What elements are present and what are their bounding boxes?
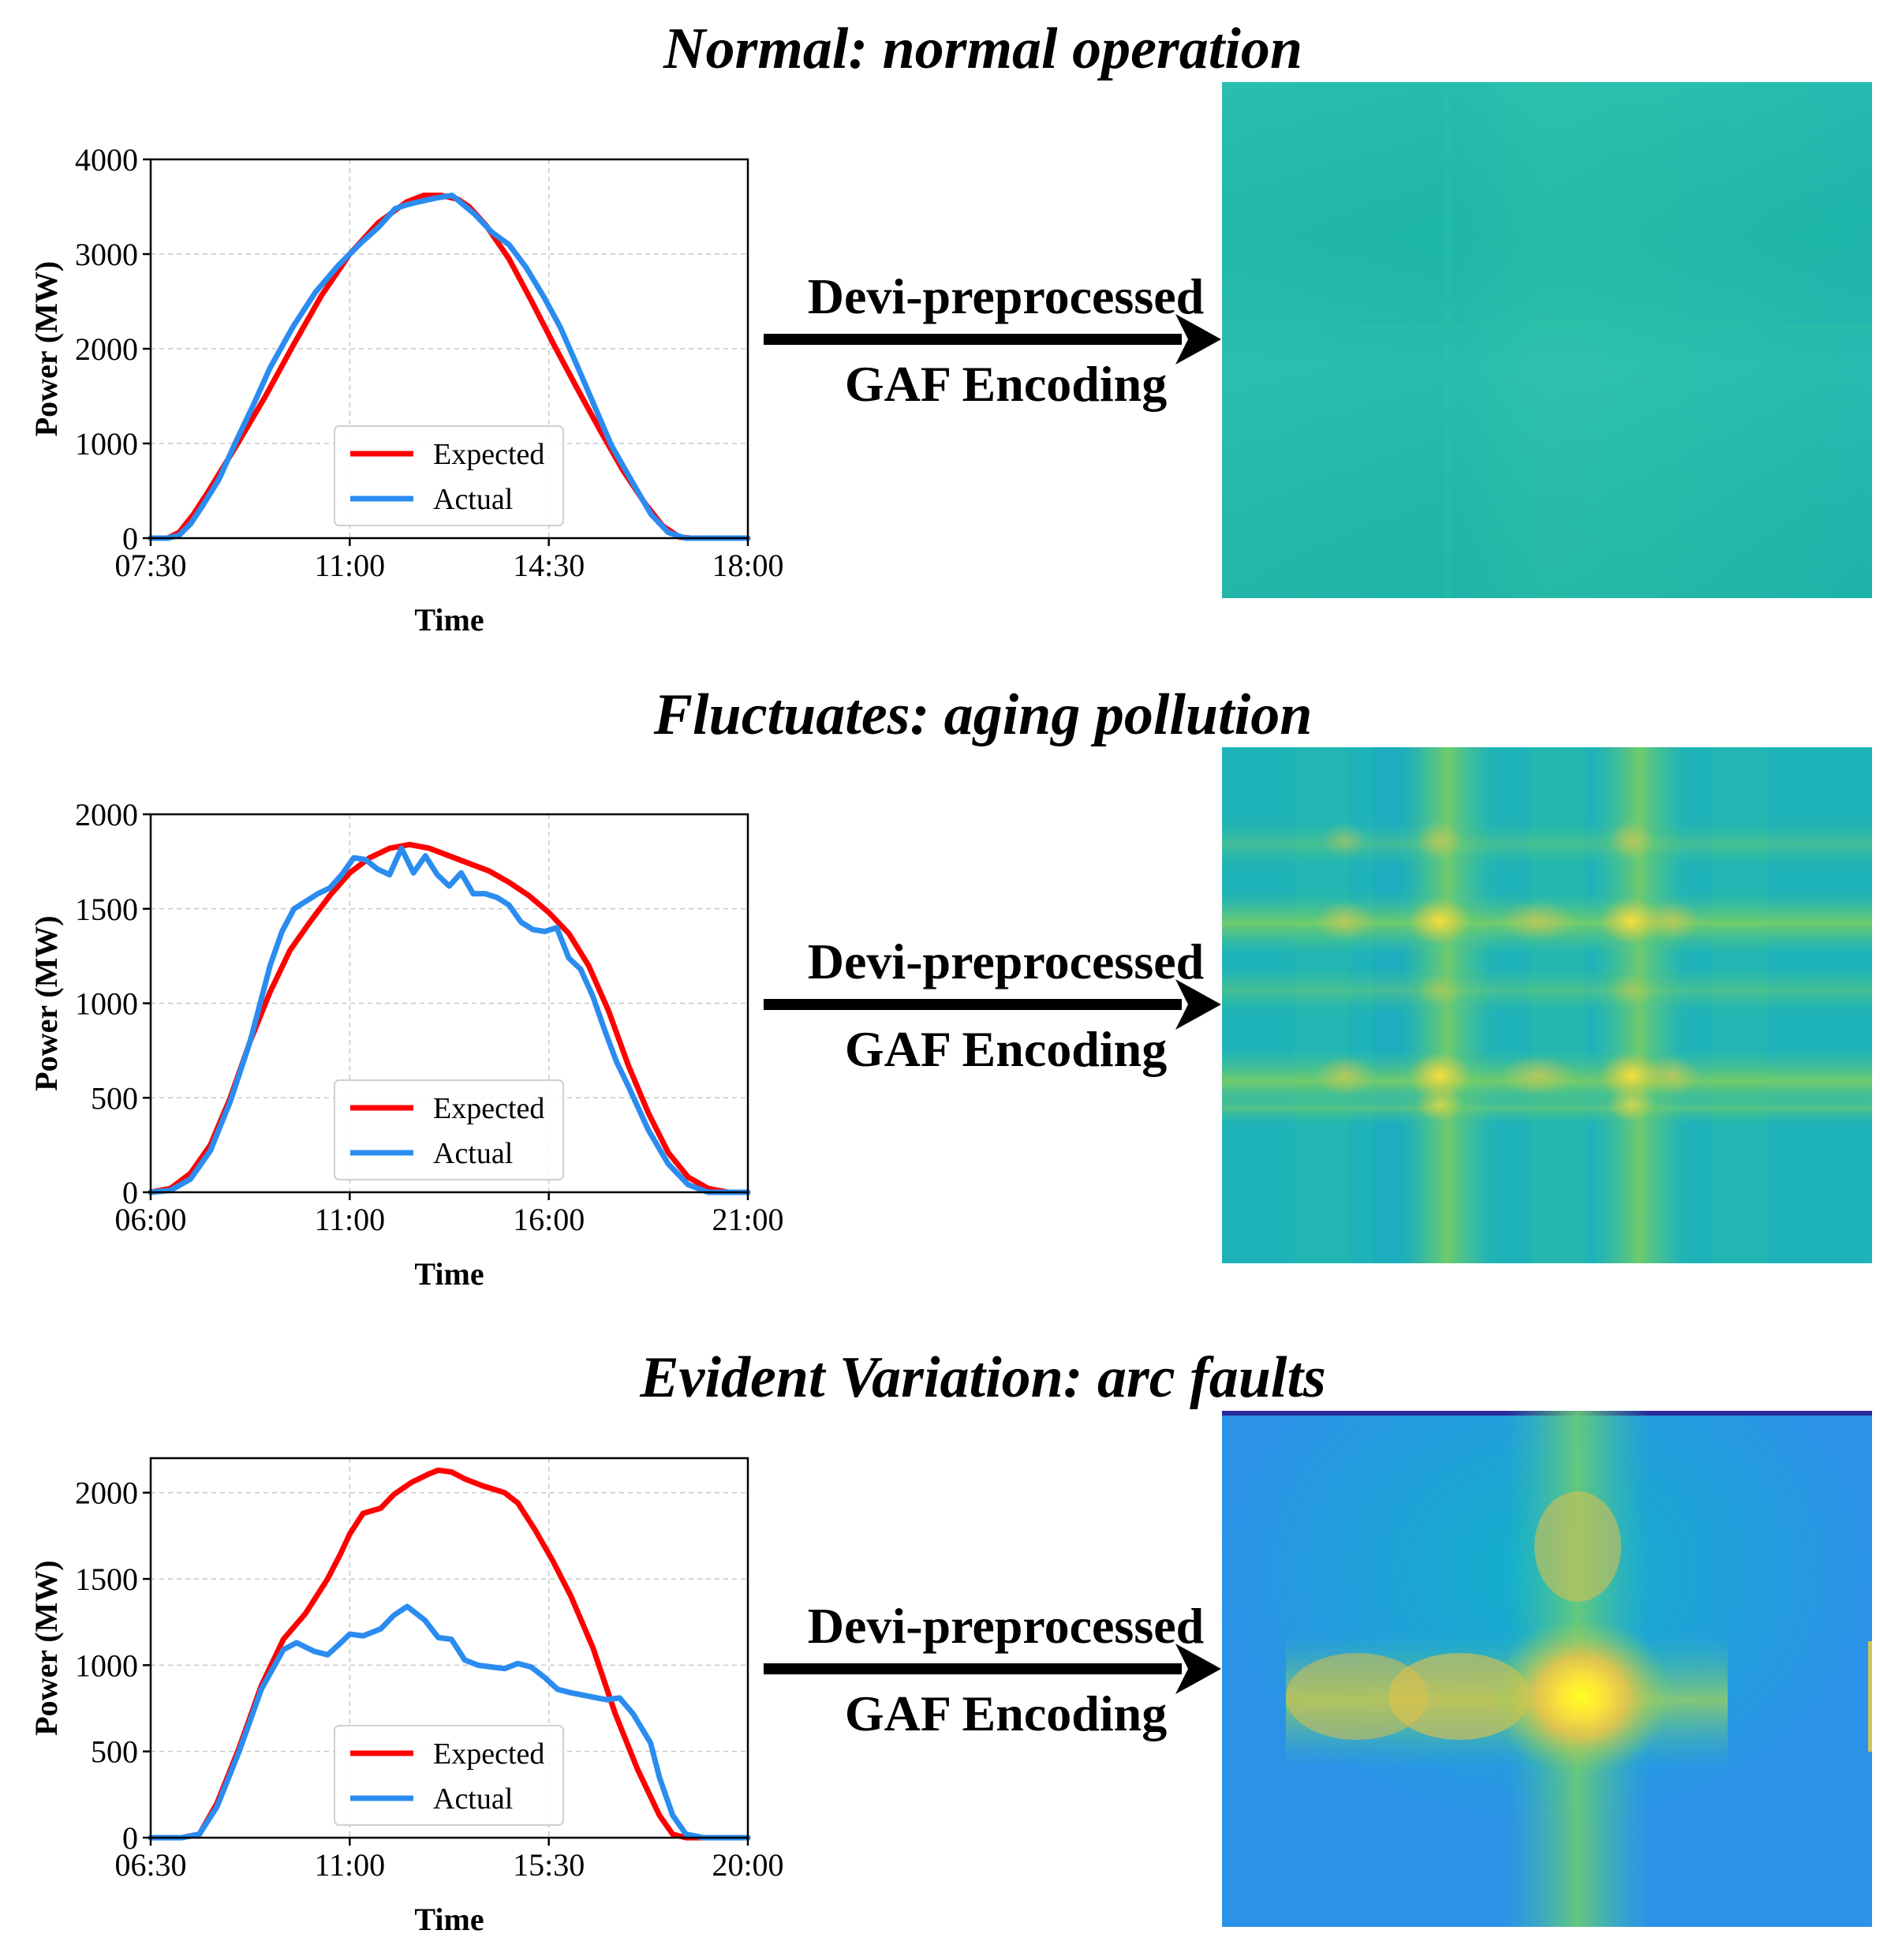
x-tick-label: 11:00 — [315, 548, 386, 583]
y-tick-label: 1500 — [75, 1562, 138, 1597]
y-tick-label: 0 — [122, 521, 138, 556]
y-tick-label: 500 — [91, 1080, 138, 1116]
y-axis-label: Power (MW) — [28, 1560, 64, 1736]
arrow-evident-variation: Devi-preprocessed GAF Encoding — [764, 1598, 1221, 1741]
arrow-label-line1: Devi-preprocessed — [808, 1598, 1204, 1654]
arrow-label-line2: GAF Encoding — [845, 1021, 1167, 1077]
x-tick-label: 21:00 — [712, 1202, 783, 1237]
legend: Expected Actual — [334, 1079, 564, 1180]
x-tick-label: 06:00 — [114, 1202, 186, 1237]
x-tick-label: 07:30 — [114, 548, 186, 583]
y-tick-label: 1000 — [75, 1648, 138, 1683]
x-tick-label: 06:30 — [114, 1847, 186, 1883]
y-tick-label: 2000 — [75, 797, 138, 832]
legend-label-actual: Actual — [433, 1782, 513, 1816]
y-tick-label: 1000 — [75, 986, 138, 1022]
y-tick-label: 0 — [122, 1175, 138, 1210]
x-axis-label: Time — [414, 602, 484, 638]
chart-title-fluctuates: Fluctuates: aging pollution — [653, 683, 1313, 747]
series-line-expected — [148, 1467, 751, 1841]
y-tick-label: 4000 — [75, 142, 138, 178]
y-tick-label: 1000 — [75, 426, 138, 462]
x-tick-label: 20:00 — [712, 1847, 783, 1883]
chart-title-normal: Normal: normal operation — [663, 17, 1302, 81]
plot-frame — [149, 1457, 749, 1839]
x-tick-label: 14:30 — [513, 548, 585, 583]
x-tick-label: 11:00 — [315, 1847, 386, 1883]
y-tick-label: 2000 — [75, 1476, 138, 1511]
line-chart-normal: 07:30 11:00 14:30 18:00 0 1000 2000 3000 4000 Tim… — [28, 142, 784, 638]
series-line-actual — [148, 1603, 751, 1841]
arrow-fluctuates: Devi-preprocessed GAF Encoding — [764, 933, 1221, 1077]
line-chart-fluctuates: 06:00 11:00 16:00 21:00 0 500 1000 1500 2000 Time… — [28, 797, 784, 1292]
legend-label-actual: Actual — [433, 483, 513, 516]
y-tick-label: 2000 — [75, 331, 138, 367]
arrow-label-line1: Devi-preprocessed — [808, 268, 1204, 324]
gaf-image-fluctuates — [1222, 747, 1872, 1263]
x-tick-label: 18:00 — [712, 548, 783, 583]
gaf-image-evident-variation — [1222, 1411, 1872, 1927]
y-tick-label: 3000 — [75, 237, 138, 272]
legend-label-expected: Expected — [433, 1737, 544, 1771]
x-tick-label: 11:00 — [315, 1202, 386, 1237]
legend-label-actual: Actual — [433, 1137, 513, 1170]
x-tick-label: 15:30 — [513, 1847, 585, 1883]
series-line-actual — [148, 193, 751, 541]
y-tick-label: 1500 — [75, 892, 138, 927]
x-axis-label: Time — [414, 1256, 484, 1292]
arrow-normal: Devi-preprocessed GAF Encoding — [764, 268, 1221, 412]
series-line-actual — [148, 845, 751, 1195]
chart-title-evident-variation: Evident Variation: arc faults — [639, 1345, 1326, 1410]
line-chart-evident-variation: 06:30 11:00 15:30 20:00 0 500 1000 1500 2000 Time… — [28, 1457, 784, 1937]
arrow-label-line1: Devi-preprocessed — [808, 933, 1204, 989]
gaf-image-normal — [1222, 82, 1872, 598]
legend: Expected Actual — [334, 1725, 564, 1826]
arrow-label-line2: GAF Encoding — [845, 356, 1167, 412]
legend-label-expected: Expected — [433, 1092, 544, 1125]
x-axis-label: Time — [414, 1902, 484, 1937]
y-axis-label: Power (MW) — [28, 261, 64, 437]
legend-label-expected: Expected — [433, 438, 544, 471]
y-tick-label: 0 — [122, 1820, 138, 1856]
x-tick-label: 16:00 — [513, 1202, 585, 1237]
legend: Expected Actual — [334, 425, 564, 526]
y-tick-label: 500 — [91, 1734, 138, 1770]
arrow-label-line2: GAF Encoding — [845, 1685, 1167, 1741]
y-axis-label: Power (MW) — [28, 915, 64, 1091]
